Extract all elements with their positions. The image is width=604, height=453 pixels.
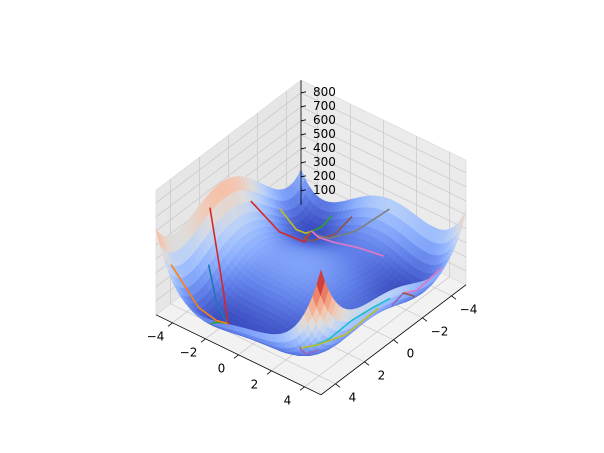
- x-tick-mark: [393, 339, 399, 344]
- x-tick-mark: [364, 361, 370, 366]
- z-tick-mark: [300, 105, 307, 108]
- y-tick-mark: [266, 370, 272, 375]
- trajectory-line: [299, 347, 320, 355]
- x-tick-label: −4: [460, 302, 478, 316]
- y-tick-mark: [167, 322, 173, 327]
- z-tick-mark: [300, 161, 307, 164]
- trajectory-line: [209, 207, 230, 325]
- trajectory-line: [207, 264, 230, 325]
- surface-patch: [316, 269, 325, 297]
- trajectory-lines: [170, 200, 443, 355]
- trajectory-line: [310, 230, 384, 257]
- z-tick-mark: [300, 119, 307, 122]
- x-tick-label: −2: [431, 324, 449, 338]
- z-tick-label: 200: [313, 169, 336, 183]
- trajectory-line: [391, 292, 405, 306]
- z-tick-label: 300: [313, 155, 336, 169]
- z-tick-label: 800: [313, 85, 336, 99]
- z-tick-label: 700: [313, 99, 336, 113]
- y-tick-label: 0: [218, 361, 226, 375]
- grid-line-y: [304, 152, 450, 388]
- trajectory-line: [302, 216, 353, 242]
- y-tick-label: 2: [251, 377, 259, 391]
- trajectory-line: [299, 307, 379, 349]
- x-tick-mark: [451, 295, 457, 300]
- z-tick-mark: [300, 133, 307, 136]
- z-tick-label: 100: [313, 183, 336, 197]
- axis-lines: [155, 80, 467, 396]
- z-tick-mark: [300, 91, 307, 94]
- z-tick-label: 600: [313, 113, 336, 127]
- y-tick-label: 4: [284, 393, 292, 407]
- y-tick-mark: [299, 386, 305, 391]
- x-tick-label: 2: [378, 368, 386, 382]
- trajectory-line: [402, 292, 415, 298]
- x-tick-mark: [335, 383, 341, 388]
- z-tick-mark: [300, 189, 307, 192]
- grid-line-x: [170, 179, 336, 385]
- z-tick-label: 500: [313, 127, 336, 141]
- y-tick-label: −4: [147, 329, 165, 343]
- y-tick-mark: [200, 338, 206, 343]
- x-tick-label: 4: [349, 390, 357, 404]
- z-tick-mark: [300, 175, 307, 178]
- z-tick-mark: [300, 147, 307, 150]
- z-tick-label: 400: [313, 141, 336, 155]
- x-tick-label: 0: [407, 346, 415, 360]
- trajectory-line: [310, 215, 333, 232]
- x-tick-mark: [422, 317, 428, 322]
- y-tick-label: −2: [180, 345, 198, 359]
- y-tick-mark: [233, 354, 239, 359]
